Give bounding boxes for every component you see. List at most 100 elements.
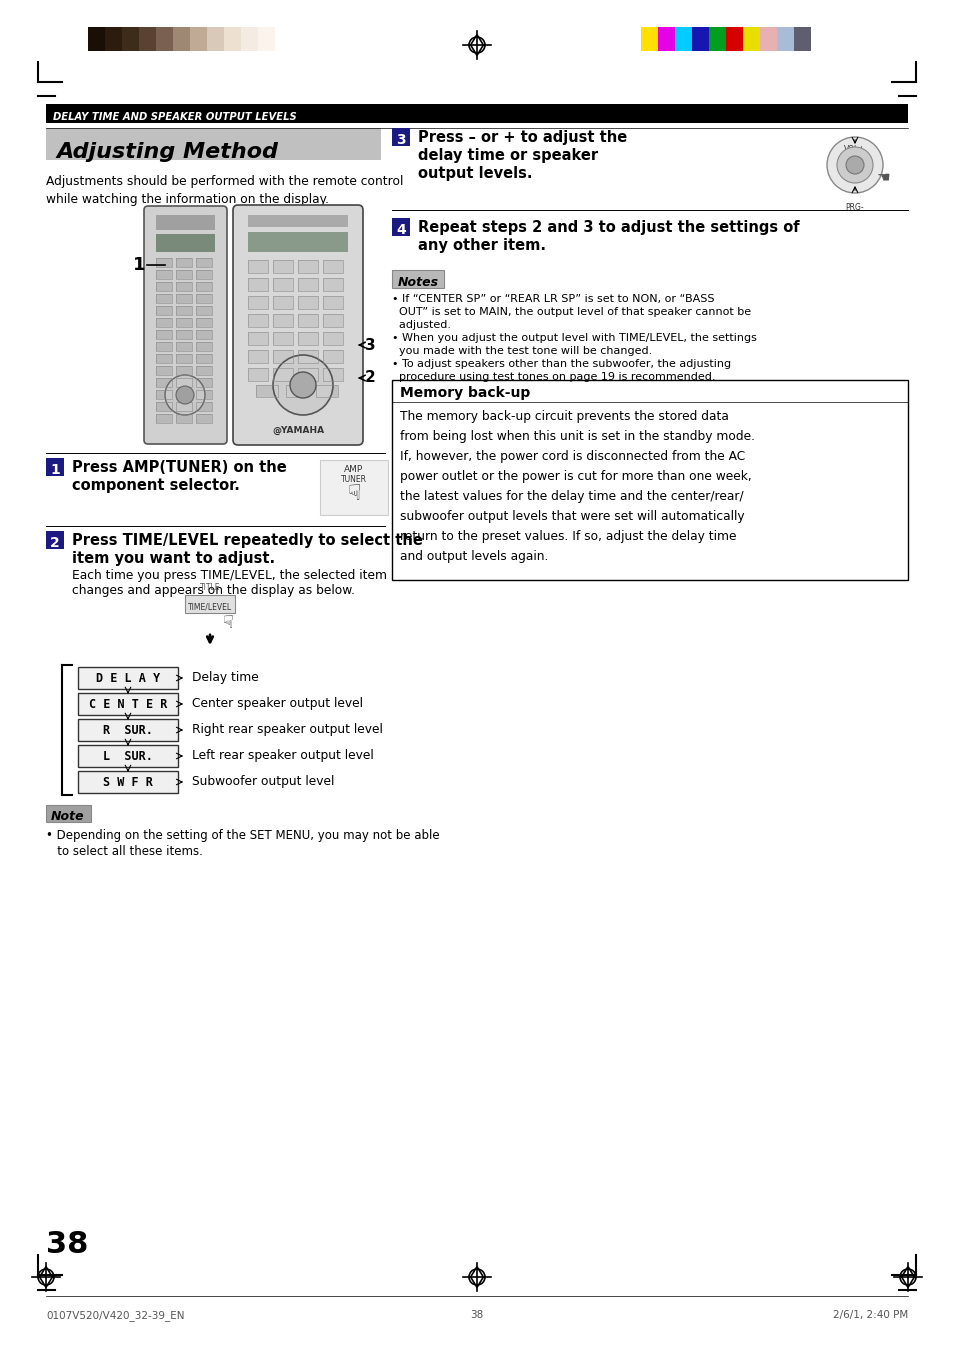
FancyBboxPatch shape [233, 205, 363, 444]
Bar [323, 259, 343, 273]
Circle shape [826, 136, 882, 193]
Bar [273, 332, 293, 345]
Bar [286, 385, 308, 397]
Bar [248, 232, 348, 253]
Bar [175, 295, 192, 303]
Text: 0107V520/V420_32-39_EN: 0107V520/V420_32-39_EN [46, 1310, 184, 1321]
Bar [273, 313, 293, 327]
Bar [273, 296, 293, 309]
Bar [156, 295, 172, 303]
Text: If, however, the power cord is disconnected from the AC: If, however, the power cord is disconnec… [399, 450, 744, 463]
Text: 2: 2 [51, 536, 60, 550]
Bar [392, 380, 907, 580]
Bar [323, 367, 343, 381]
Bar [78, 693, 178, 715]
Bar [78, 744, 178, 767]
Bar [46, 458, 64, 476]
Text: TITLE: TITLE [199, 584, 220, 593]
Bar [273, 296, 293, 309]
FancyBboxPatch shape [144, 205, 227, 444]
Bar [297, 350, 317, 363]
Text: you made with the test tone will be changed.: you made with the test tone will be chan… [392, 346, 652, 357]
Text: Press TIME/LEVEL repeatedly to select the: Press TIME/LEVEL repeatedly to select th… [71, 534, 422, 549]
Bar [323, 350, 343, 363]
Bar [273, 332, 293, 345]
Bar [175, 295, 192, 303]
Bar [156, 270, 172, 280]
Bar [297, 332, 317, 345]
Bar [323, 350, 343, 363]
Bar [248, 332, 268, 345]
Bar [195, 330, 212, 339]
Circle shape [165, 376, 205, 415]
Bar [273, 278, 293, 290]
Text: 1: 1 [51, 463, 60, 477]
Bar [760, 27, 776, 51]
Bar [248, 259, 268, 273]
Text: while watching the information on the display.: while watching the information on the di… [46, 193, 329, 205]
Bar [323, 296, 343, 309]
Bar [175, 305, 192, 315]
Bar [273, 367, 293, 381]
Bar [195, 354, 212, 363]
Bar [776, 27, 793, 51]
Text: procedure using test tones on page 19 is recommended.: procedure using test tones on page 19 is… [392, 372, 715, 382]
Bar [156, 295, 172, 303]
Bar [195, 366, 212, 376]
Bar [78, 667, 178, 689]
Bar [175, 305, 192, 315]
Bar [175, 317, 192, 327]
Text: DELAY TIME AND SPEAKER OUTPUT LEVELS: DELAY TIME AND SPEAKER OUTPUT LEVELS [53, 112, 296, 122]
Text: S W F R: S W F R [103, 775, 152, 789]
Bar [248, 350, 268, 363]
Text: OUT” is set to MAIN, the output level of that speaker cannot be: OUT” is set to MAIN, the output level of… [392, 307, 750, 317]
Bar [46, 805, 91, 821]
Bar [78, 719, 178, 740]
Circle shape [836, 147, 872, 182]
Bar [156, 27, 172, 51]
Text: Press – or + to adjust the: Press – or + to adjust the [417, 130, 626, 145]
Bar [640, 27, 658, 51]
Bar [156, 305, 172, 315]
Bar [156, 342, 172, 351]
Bar [207, 27, 224, 51]
Bar [78, 693, 178, 715]
Bar [248, 313, 268, 327]
Bar [248, 296, 268, 309]
Bar [156, 354, 172, 363]
Bar [195, 282, 212, 290]
Bar [392, 128, 410, 146]
Text: component selector.: component selector. [71, 478, 239, 493]
Text: 4: 4 [395, 223, 405, 236]
Bar [195, 403, 212, 411]
Bar [139, 27, 156, 51]
Bar [195, 295, 212, 303]
Bar [248, 367, 268, 381]
Bar [297, 296, 317, 309]
Bar [273, 350, 293, 363]
Bar [195, 354, 212, 363]
Text: 3: 3 [395, 132, 405, 147]
Bar [315, 385, 337, 397]
Bar [156, 342, 172, 351]
Text: Right rear speaker output level: Right rear speaker output level [192, 724, 382, 736]
Bar [78, 719, 178, 740]
Bar [156, 305, 172, 315]
Bar [175, 378, 192, 386]
Bar [175, 282, 192, 290]
Text: Memory back-up: Memory back-up [399, 386, 530, 400]
Bar [195, 295, 212, 303]
Bar [708, 27, 725, 51]
Text: TUNER: TUNER [340, 474, 367, 484]
Bar [195, 270, 212, 280]
Bar [195, 378, 212, 386]
Bar [156, 390, 172, 399]
Text: from being lost when this unit is set in the standby mode.: from being lost when this unit is set in… [399, 430, 754, 443]
Bar [273, 259, 293, 273]
Bar [248, 350, 268, 363]
Bar [156, 330, 172, 339]
Bar [195, 305, 212, 315]
Text: Left rear speaker output level: Left rear speaker output level [192, 750, 374, 762]
Text: Adjustments should be performed with the remote control: Adjustments should be performed with the… [46, 176, 403, 188]
Bar [315, 385, 337, 397]
